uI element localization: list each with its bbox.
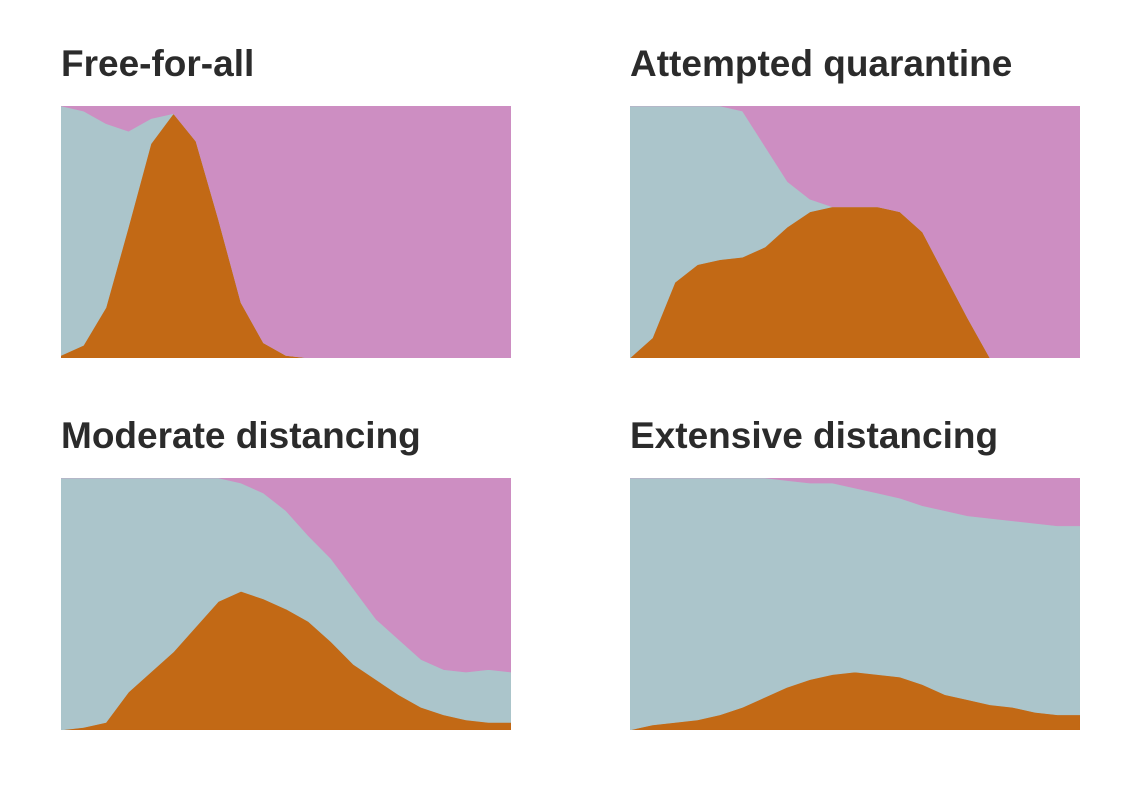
chart-title-free-for-all: Free-for-all <box>61 43 255 84</box>
chart-free-for-all <box>61 106 511 358</box>
healthy-area <box>61 478 511 730</box>
chart-attempted-quarantine <box>630 106 1080 358</box>
chart-extensive-distancing <box>630 478 1080 730</box>
chart-moderate-distancing <box>61 478 511 730</box>
recovered-area <box>630 106 1080 358</box>
chart-title-attempted-quarantine: Attempted quarantine <box>630 43 1013 84</box>
recovered-area <box>61 106 511 358</box>
chart-title-extensive-distancing: Extensive distancing <box>630 415 999 456</box>
chart-title-moderate-distancing: Moderate distancing <box>61 415 421 456</box>
recovered-area <box>61 478 511 673</box>
recovered-area <box>630 478 1080 527</box>
